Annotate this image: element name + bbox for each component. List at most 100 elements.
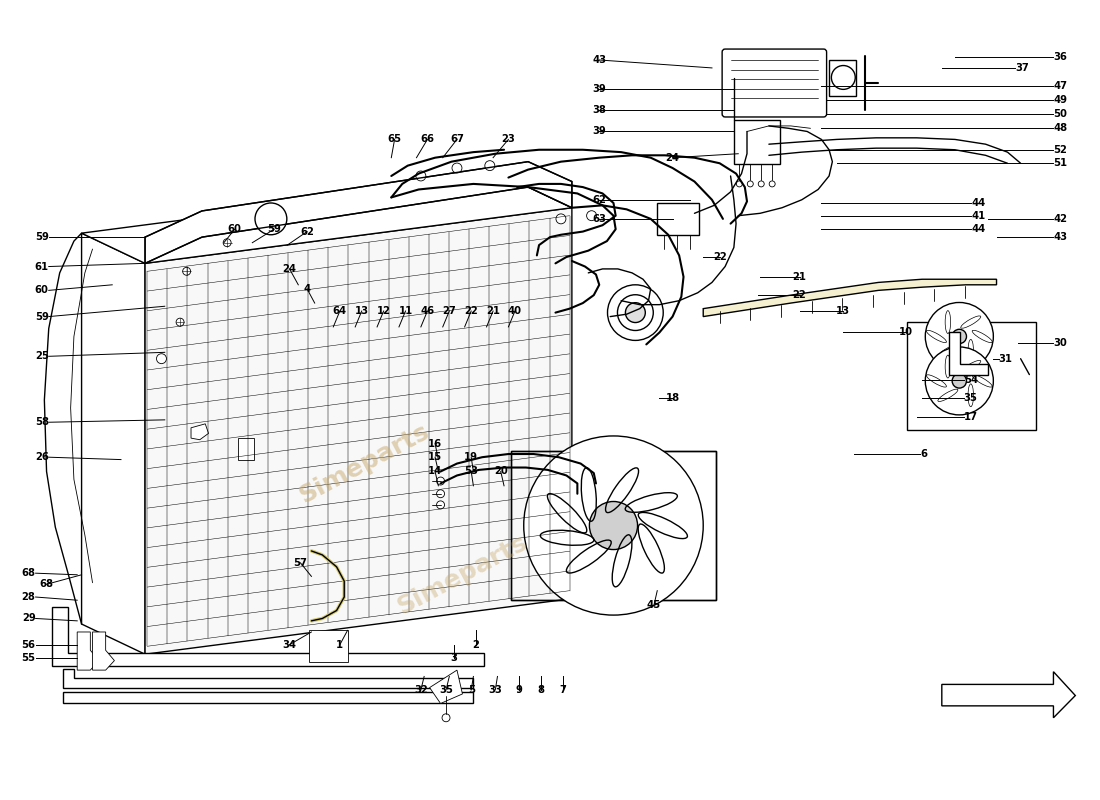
Text: 22: 22 — [713, 252, 726, 262]
Circle shape — [437, 477, 444, 485]
Text: 65: 65 — [387, 134, 402, 145]
Text: 57: 57 — [294, 558, 307, 568]
Text: 6: 6 — [920, 449, 927, 459]
Text: 34: 34 — [283, 640, 297, 650]
Text: 30: 30 — [1054, 338, 1067, 348]
Polygon shape — [145, 162, 572, 263]
Circle shape — [832, 66, 856, 90]
Text: 42: 42 — [1054, 214, 1067, 224]
Text: 58: 58 — [35, 418, 48, 427]
Circle shape — [925, 347, 993, 415]
Circle shape — [617, 294, 653, 330]
Circle shape — [255, 203, 287, 234]
Text: 19: 19 — [464, 452, 478, 462]
Text: 41: 41 — [971, 210, 986, 221]
Text: 7: 7 — [560, 685, 566, 695]
Polygon shape — [942, 672, 1076, 718]
Text: 29: 29 — [22, 614, 35, 623]
Text: 1: 1 — [337, 640, 343, 650]
Circle shape — [747, 181, 754, 187]
Circle shape — [176, 318, 184, 326]
Text: 63: 63 — [592, 214, 606, 224]
Circle shape — [953, 330, 967, 343]
Circle shape — [758, 181, 764, 187]
Circle shape — [736, 181, 743, 187]
Text: 51: 51 — [1054, 158, 1068, 168]
Text: 67: 67 — [450, 134, 464, 145]
Text: 62: 62 — [592, 194, 606, 205]
Text: 32: 32 — [414, 685, 428, 695]
Bar — [510, 451, 716, 600]
Circle shape — [223, 238, 231, 246]
Text: 33: 33 — [488, 685, 503, 695]
Text: 20: 20 — [494, 466, 507, 477]
Text: 23: 23 — [502, 134, 515, 145]
Text: 54: 54 — [964, 375, 978, 385]
Text: 46: 46 — [420, 306, 434, 316]
Bar — [238, 438, 254, 460]
Polygon shape — [309, 630, 348, 662]
Text: 44: 44 — [971, 224, 986, 234]
Text: Simeparts: Simeparts — [394, 530, 531, 619]
Text: 48: 48 — [1054, 123, 1068, 134]
Circle shape — [416, 171, 426, 181]
Circle shape — [437, 501, 444, 509]
Text: 39: 39 — [593, 126, 606, 137]
Polygon shape — [81, 233, 145, 654]
Text: 13: 13 — [836, 306, 850, 316]
Text: 50: 50 — [1054, 109, 1067, 119]
Text: 5: 5 — [468, 685, 475, 695]
Text: 13: 13 — [355, 306, 368, 316]
Text: 16: 16 — [428, 438, 442, 449]
Bar — [734, 120, 780, 164]
Text: 64: 64 — [333, 306, 346, 316]
Circle shape — [156, 354, 166, 364]
Text: 12: 12 — [376, 306, 390, 316]
Text: 35: 35 — [439, 685, 453, 695]
Text: 52: 52 — [1054, 145, 1067, 154]
Text: 35: 35 — [964, 394, 978, 403]
Circle shape — [925, 302, 993, 370]
Text: 26: 26 — [35, 452, 48, 462]
Text: 21: 21 — [486, 306, 500, 316]
Bar — [658, 203, 698, 234]
Text: 66: 66 — [420, 134, 434, 145]
Text: 60: 60 — [228, 224, 242, 234]
Circle shape — [607, 285, 663, 341]
Polygon shape — [77, 632, 99, 670]
Polygon shape — [145, 208, 572, 654]
Polygon shape — [191, 424, 209, 440]
Text: 61: 61 — [34, 262, 48, 271]
Polygon shape — [430, 670, 462, 703]
Text: 40: 40 — [508, 306, 522, 316]
Text: 56: 56 — [22, 640, 35, 650]
Circle shape — [769, 181, 776, 187]
Text: 47: 47 — [1054, 81, 1067, 91]
Text: 37: 37 — [1015, 63, 1028, 73]
Text: 27: 27 — [442, 306, 456, 316]
Text: 21: 21 — [792, 272, 806, 282]
Text: 10: 10 — [899, 327, 913, 338]
Text: Simeparts: Simeparts — [295, 419, 433, 508]
Circle shape — [485, 161, 495, 170]
Bar — [510, 451, 716, 600]
Bar — [906, 322, 1036, 430]
Text: 8: 8 — [538, 685, 544, 695]
Polygon shape — [949, 333, 988, 374]
Text: 24: 24 — [283, 264, 297, 274]
Circle shape — [586, 210, 596, 221]
Bar — [829, 60, 857, 96]
Text: 43: 43 — [592, 55, 606, 65]
Text: 25: 25 — [35, 351, 48, 362]
Text: 68: 68 — [22, 568, 35, 578]
Text: 3: 3 — [450, 653, 458, 663]
Text: 24: 24 — [666, 153, 680, 162]
Text: 68: 68 — [40, 579, 54, 590]
Circle shape — [524, 436, 703, 615]
Text: 59: 59 — [35, 311, 48, 322]
Text: 15: 15 — [428, 452, 442, 462]
Text: 44: 44 — [971, 198, 986, 208]
Polygon shape — [92, 632, 114, 670]
Polygon shape — [52, 606, 484, 666]
Text: 59: 59 — [35, 232, 48, 242]
